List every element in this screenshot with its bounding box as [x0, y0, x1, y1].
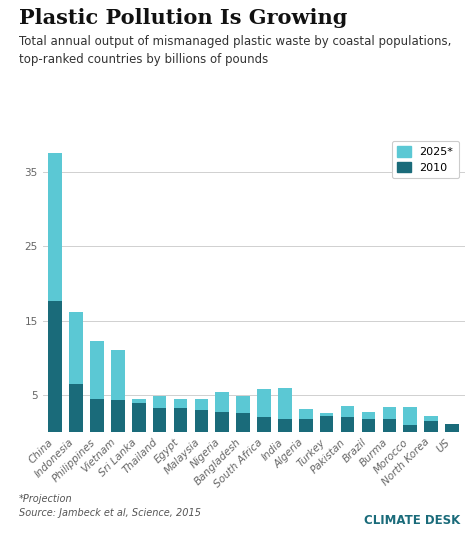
Bar [237, 396, 250, 432]
Bar [424, 421, 438, 432]
Bar [153, 396, 166, 432]
Bar [278, 418, 292, 432]
Bar [90, 341, 104, 432]
Bar [132, 399, 146, 432]
Bar [48, 153, 62, 432]
Bar [341, 406, 355, 432]
Bar [195, 399, 208, 432]
Bar [69, 384, 83, 432]
Bar [216, 392, 229, 432]
Bar [69, 313, 83, 432]
Bar [90, 399, 104, 432]
Bar [383, 418, 396, 432]
Bar [299, 418, 312, 432]
Bar [445, 424, 459, 432]
Bar [445, 424, 459, 432]
Text: Source: Jambeck et al, Science, 2015: Source: Jambeck et al, Science, 2015 [19, 508, 201, 518]
Text: CLIMATE DESK: CLIMATE DESK [364, 514, 460, 526]
Bar [257, 417, 271, 432]
Bar [132, 403, 146, 432]
Legend: 2025*, 2010: 2025*, 2010 [392, 140, 459, 178]
Bar [173, 408, 187, 432]
Bar [403, 407, 417, 432]
Bar [403, 426, 417, 432]
Bar [216, 412, 229, 432]
Bar [153, 408, 166, 432]
Bar [320, 416, 334, 432]
Bar [383, 408, 396, 432]
Bar [320, 414, 334, 432]
Text: *Projection: *Projection [19, 494, 73, 504]
Bar [48, 301, 62, 432]
Bar [424, 416, 438, 432]
Bar [362, 412, 375, 432]
Bar [237, 414, 250, 432]
Bar [278, 388, 292, 432]
Bar [195, 410, 208, 432]
Bar [111, 349, 125, 432]
Bar [299, 409, 312, 432]
Bar [257, 389, 271, 432]
Bar [111, 400, 125, 432]
Bar [362, 418, 375, 432]
Text: Total annual output of mismanaged plastic waste by coastal populations,
top-rank: Total annual output of mismanaged plasti… [19, 35, 451, 65]
Bar [341, 417, 355, 432]
Text: Plastic Pollution Is Growing: Plastic Pollution Is Growing [19, 8, 347, 28]
Bar [173, 399, 187, 432]
